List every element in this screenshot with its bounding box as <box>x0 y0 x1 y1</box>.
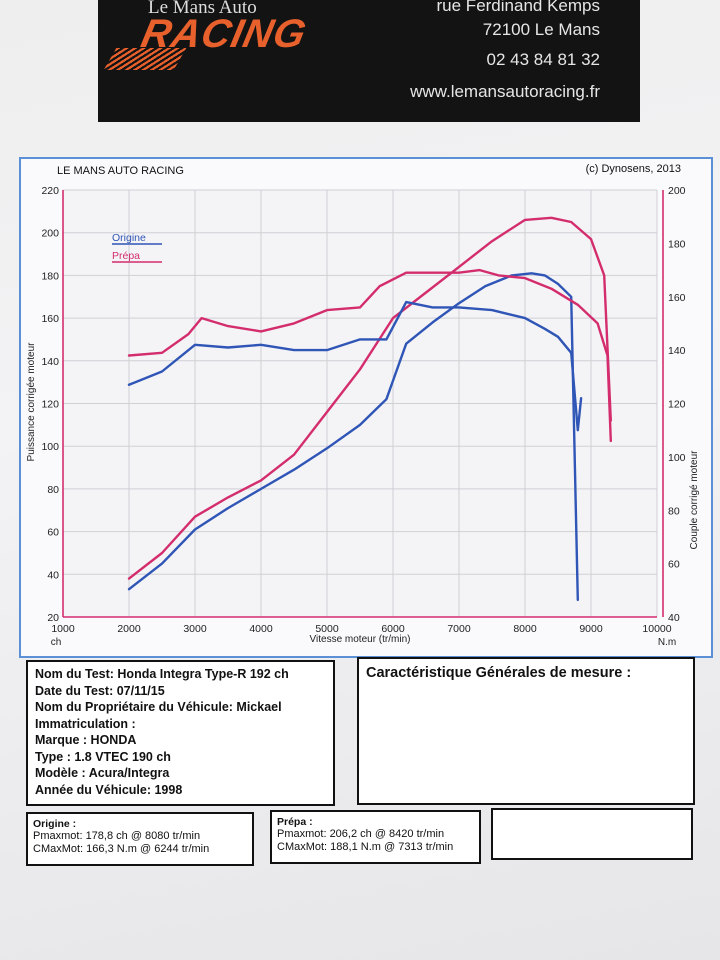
prepa-cmax: CMaxMot: 188,1 N.m @ 7313 tr/min <box>277 841 454 853</box>
y-tick-label-left: 120 <box>41 399 59 411</box>
x-tick-label: 9000 <box>579 623 603 635</box>
origine-summary-box: Origine : Pmaxmot: 178,8 ch @ 8080 tr/mi… <box>26 812 254 866</box>
owner-name: Nom du Propriétaire du Véhicule: Mickael <box>35 700 282 714</box>
report-header-left: LE MANS AUTO RACING <box>57 165 184 177</box>
x-tick-label: 6000 <box>381 623 405 635</box>
origine-power-line <box>127 272 579 602</box>
y-tick-label-right: 40 <box>668 612 680 624</box>
y-tick-label-left: 180 <box>41 270 59 282</box>
website-url: www.lemansautoracing.fr <box>410 82 600 101</box>
prepa-pmax: Pmaxmot: 206,2 ch @ 8420 tr/min <box>277 828 445 840</box>
vehicle-type: Type : 1.8 VTEC 190 ch <box>35 749 171 764</box>
x-tick-label: 10000 <box>642 623 671 635</box>
y-tick-label-left: 40 <box>47 569 59 581</box>
y-tick-label-left: 220 <box>41 185 59 197</box>
test-info-box: Nom du Test: Honda Integra Type-R 192 ch… <box>26 660 335 806</box>
report-header-right: (c) Dynosens, 2013 <box>585 163 681 175</box>
y-tick-label-right: 140 <box>668 345 686 357</box>
y-unit-right-label: N.m <box>658 637 676 648</box>
origine-title: Origine : <box>33 818 77 830</box>
vehicle-model: Modèle : Acura/Integra <box>35 766 170 780</box>
y-tick-label-right: 60 <box>668 559 680 571</box>
x-axis-label: Vitesse moteur (tr/min) <box>310 634 411 645</box>
y-tick-label-left: 80 <box>47 484 59 496</box>
legend-label: Prépa <box>112 250 140 262</box>
y-tick-label-right: 180 <box>668 238 686 250</box>
prepa-summary-box: Prépa : Pmaxmot: 206,2 ch @ 8420 tr/min … <box>270 810 481 864</box>
y-tick-label-right: 200 <box>668 185 686 197</box>
x-tick-label: 8000 <box>513 623 537 635</box>
origine-pmax: Pmaxmot: 178,8 ch @ 8080 tr/min <box>33 830 201 842</box>
y-tick-label-left: 100 <box>41 441 59 453</box>
y-tick-label-left: 20 <box>47 612 59 624</box>
characteristics-title: Caractéristique Générales de mesure : <box>366 665 632 681</box>
legend-label: Origine <box>112 232 146 244</box>
phone-number: 02 43 84 81 32 <box>486 50 600 69</box>
y-tick-label-left: 160 <box>41 313 59 325</box>
x-tick-label: 1000 <box>51 623 75 635</box>
y-axis-label-right: Couple corrigé moteur <box>689 450 700 550</box>
test-name: Nom du Test: Honda Integra Type-R 192 ch <box>35 667 289 681</box>
vehicle-year: Année du Véhicule: 1998 <box>35 782 183 797</box>
test-date: Date du Test: 07/11/15 <box>35 683 165 698</box>
registration: Immatriculation : <box>35 716 136 731</box>
origine-cmax: CMaxMot: 166,3 N.m @ 6244 tr/min <box>33 843 210 855</box>
prepa-power-line <box>127 216 612 580</box>
empty-box <box>491 808 693 860</box>
y-tick-label-right: 160 <box>668 292 686 304</box>
y-tick-label-right: 100 <box>668 452 686 464</box>
prepa-title: Prépa : <box>277 816 313 828</box>
y-tick-label-left: 60 <box>47 527 59 539</box>
y-tick-label-left: 140 <box>41 356 59 368</box>
address-line2: 72100 Le Mans <box>482 20 600 39</box>
brand-top-text: Le Mans Auto <box>148 0 257 18</box>
address-line1: rue Ferdinand Kemps <box>436 0 600 15</box>
y-tick-label-right: 120 <box>668 399 686 411</box>
vehicle-brand: Marque : HONDA <box>35 733 137 747</box>
characteristics-box: Caractéristique Générales de mesure : <box>357 657 695 805</box>
y-tick-label-right: 80 <box>668 505 680 517</box>
y-axis-label-left: Puissance corrigée moteur <box>26 342 37 462</box>
y-tick-label-left: 200 <box>41 228 59 240</box>
x-unit-label: ch <box>51 637 62 648</box>
x-tick-label: 5000 <box>315 623 339 635</box>
brand-banner: Le Mans Auto RACING rue Ferdinand Kemps … <box>98 0 640 122</box>
prepa-torque-line <box>127 268 612 443</box>
x-tick-label: 3000 <box>183 623 207 635</box>
x-tick-label: 4000 <box>249 623 273 635</box>
x-tick-label: 2000 <box>117 623 141 635</box>
dyno-chart: 20 40 60 80 100 120 140 160 180 200 220 40 60 80 100 12… <box>26 185 700 648</box>
x-tick-label: 7000 <box>447 623 471 635</box>
origine-torque-line <box>127 300 583 432</box>
